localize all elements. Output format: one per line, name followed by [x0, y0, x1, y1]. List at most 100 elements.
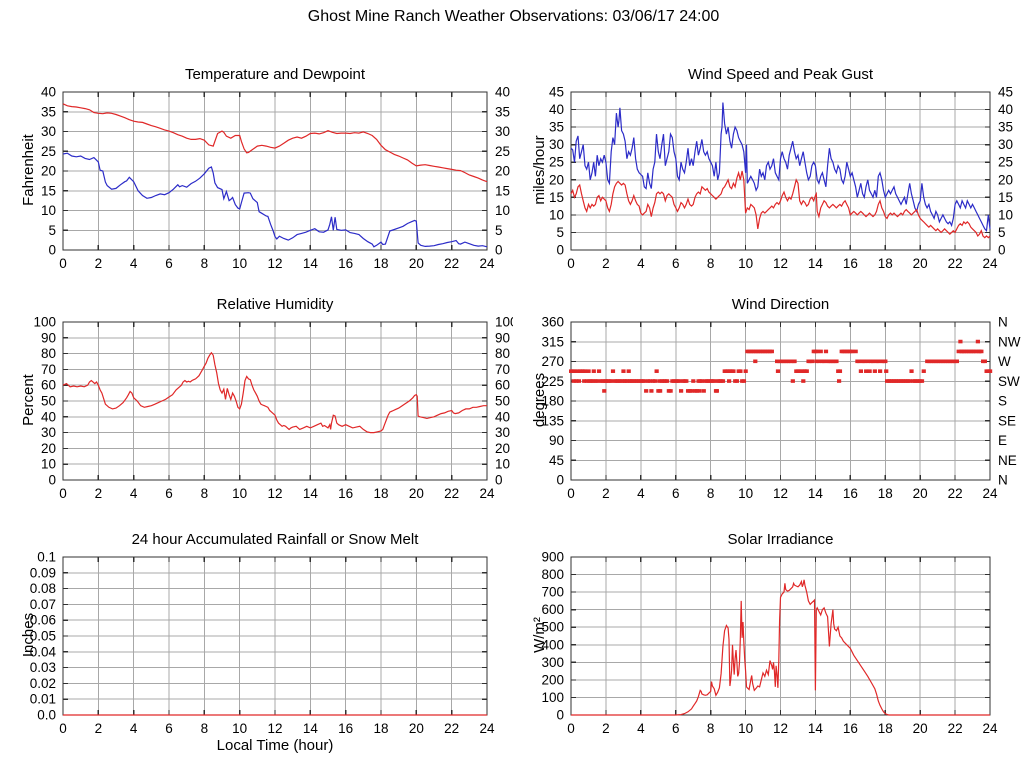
svg-text:10: 10 [232, 721, 247, 736]
svg-text:12: 12 [267, 486, 282, 501]
svg-text:60: 60 [41, 378, 56, 393]
svg-text:50: 50 [41, 394, 56, 409]
svg-text:45: 45 [998, 85, 1013, 100]
chart-title: 24 hour Accumulated Rainfall or Snow Mel… [131, 531, 419, 548]
svg-text:20: 20 [495, 164, 510, 179]
svg-text:135: 135 [541, 413, 564, 428]
svg-text:900: 900 [541, 550, 564, 565]
svg-text:NE: NE [998, 453, 1017, 468]
svg-text:6: 6 [165, 256, 173, 271]
svg-text:20: 20 [409, 486, 424, 501]
svg-text:90: 90 [549, 433, 564, 448]
dewpoint-series [62, 152, 488, 248]
svg-text:50: 50 [495, 394, 510, 409]
svg-text:15: 15 [549, 190, 564, 205]
chart-solar-irradiance: Solar Irradiance W/m² 0 100 200 300 400 500 60… [513, 525, 1027, 772]
svg-text:4: 4 [130, 721, 138, 736]
svg-text:25: 25 [41, 144, 56, 159]
axes-border [570, 321, 991, 481]
tick-labels: 0.00.010.020.030.040.050.060.070.080.090… [30, 550, 495, 737]
svg-text:40: 40 [495, 85, 510, 100]
svg-text:16: 16 [843, 721, 858, 736]
svg-text:W: W [998, 354, 1011, 369]
gridlines [62, 91, 488, 251]
svg-text:14: 14 [303, 256, 319, 271]
svg-text:8: 8 [201, 486, 209, 501]
svg-text:22: 22 [444, 256, 459, 271]
svg-text:0.04: 0.04 [30, 644, 57, 659]
svg-text:45: 45 [549, 453, 564, 468]
axes-border [570, 556, 991, 716]
svg-text:14: 14 [808, 721, 824, 736]
wind_speed-series [570, 170, 991, 239]
gridlines [570, 556, 991, 716]
svg-text:16: 16 [843, 256, 858, 271]
svg-text:2: 2 [95, 256, 103, 271]
svg-text:0: 0 [567, 721, 575, 736]
svg-text:0.08: 0.08 [30, 581, 56, 596]
svg-text:0: 0 [567, 486, 575, 501]
svg-text:E: E [998, 433, 1007, 448]
svg-text:2: 2 [95, 721, 103, 736]
svg-text:4: 4 [637, 256, 645, 271]
svg-text:22: 22 [444, 721, 459, 736]
svg-text:24: 24 [479, 721, 495, 736]
svg-text:22: 22 [948, 721, 963, 736]
svg-text:4: 4 [637, 721, 645, 736]
svg-text:0: 0 [59, 486, 67, 501]
svg-text:35: 35 [495, 104, 510, 119]
svg-text:6: 6 [672, 256, 680, 271]
svg-text:12: 12 [773, 721, 788, 736]
svg-text:10: 10 [41, 203, 56, 218]
solar-series [571, 579, 990, 716]
svg-text:45: 45 [549, 85, 564, 100]
svg-text:600: 600 [541, 602, 564, 617]
svg-text:16: 16 [843, 486, 858, 501]
chart-title: Temperature and Dewpoint [184, 66, 366, 83]
plot-area: 0.00.010.020.030.040.050.060.070.080.090… [30, 550, 495, 737]
svg-text:6: 6 [165, 721, 173, 736]
svg-text:70: 70 [41, 362, 56, 377]
svg-text:6: 6 [672, 721, 680, 736]
svg-text:18: 18 [878, 256, 893, 271]
svg-text:40: 40 [998, 102, 1013, 117]
chart-title: Wind Speed and Peak Gust [687, 66, 874, 83]
svg-text:6: 6 [165, 486, 173, 501]
svg-text:2: 2 [602, 256, 610, 271]
svg-text:4: 4 [130, 486, 138, 501]
gridlines [570, 91, 991, 251]
svg-text:16: 16 [338, 486, 353, 501]
svg-text:0.02: 0.02 [30, 676, 56, 691]
svg-text:10: 10 [738, 256, 753, 271]
svg-text:20: 20 [913, 721, 928, 736]
svg-text:0: 0 [556, 708, 564, 723]
svg-text:24: 24 [982, 256, 998, 271]
svg-text:18: 18 [878, 721, 893, 736]
svg-text:8: 8 [707, 486, 715, 501]
gridlines [62, 321, 488, 481]
y-axis-label: W/m² [531, 617, 548, 653]
axes-border [62, 91, 488, 251]
y-axis-label: Inches [20, 612, 37, 658]
chart-title: Wind Direction [731, 296, 830, 313]
svg-text:80: 80 [41, 346, 56, 361]
svg-text:14: 14 [303, 721, 319, 736]
svg-text:20: 20 [913, 256, 928, 271]
svg-text:0: 0 [998, 243, 1006, 258]
svg-text:100: 100 [541, 690, 564, 705]
svg-text:25: 25 [549, 155, 564, 170]
svg-text:2: 2 [602, 486, 610, 501]
chart-rainfall: 24 hour Accumulated Rainfall or Snow Mel… [0, 525, 513, 772]
svg-text:16: 16 [338, 256, 353, 271]
svg-text:2: 2 [602, 721, 610, 736]
svg-text:800: 800 [541, 567, 564, 582]
svg-text:5: 5 [556, 225, 564, 240]
svg-text:10: 10 [998, 207, 1013, 222]
